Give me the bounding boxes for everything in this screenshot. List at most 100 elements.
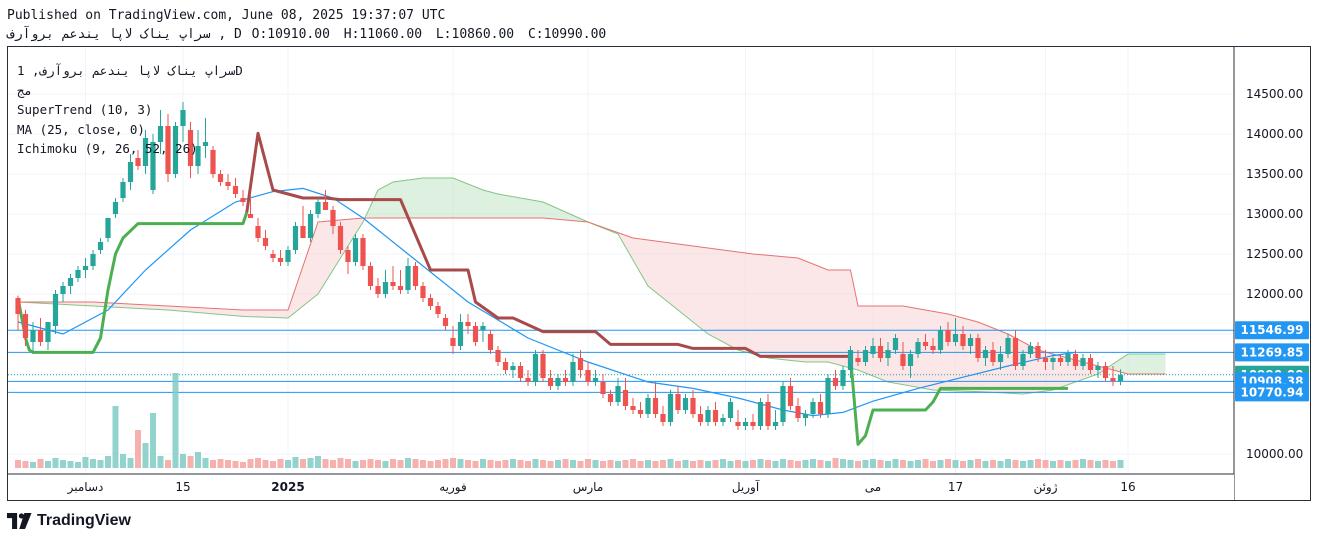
- price-tick-label: 10000.00: [1246, 447, 1303, 461]
- price-tick-label: 12000.00: [1246, 287, 1303, 301]
- volume-bar: [397, 460, 404, 468]
- candle-body: [97, 242, 104, 250]
- candle-body: [172, 126, 179, 174]
- volume-bar: [877, 460, 884, 468]
- time-tick-label: ژوئن: [1033, 480, 1057, 495]
- legend-title[interactable]: سراپ یناک لاپا یندعم بروآرف, 1D: [17, 63, 243, 78]
- candle-body: [1117, 374, 1124, 382]
- close-label: C:: [527, 27, 544, 42]
- time-tick-label: می: [865, 480, 881, 494]
- candle-body: [1080, 358, 1086, 366]
- candle-body: [840, 370, 846, 386]
- volume-bar: [1057, 460, 1064, 468]
- volume-bar: [810, 459, 816, 468]
- candle-body: [907, 354, 914, 366]
- volume-bar: [307, 458, 314, 468]
- price-tick-label: 13500.00: [1246, 167, 1303, 181]
- candle-body: [15, 298, 21, 314]
- candle-body: [37, 330, 44, 342]
- volume-bar: [412, 459, 419, 468]
- volume-bar: [337, 458, 344, 468]
- candle-body: [300, 226, 306, 238]
- volume-bar: [1020, 461, 1026, 468]
- legend-supertrend[interactable]: SuperTrend (10, 3): [17, 102, 153, 117]
- candle-body: [975, 338, 981, 358]
- candle-body: [817, 402, 824, 414]
- candle-body: [427, 298, 434, 306]
- volume-bar: [750, 460, 756, 468]
- time-tick-label: 17: [948, 480, 963, 494]
- price-tick-label: 13000.00: [1246, 207, 1303, 221]
- candle-body: [772, 422, 779, 426]
- volume-bar: [52, 458, 59, 468]
- candle-body: [60, 286, 66, 294]
- cloud-span-b-line: [18, 217, 1166, 375]
- candle-body: [682, 398, 689, 410]
- candle-body: [765, 402, 771, 426]
- volume-bar: [262, 460, 269, 468]
- candle-body: [930, 346, 936, 350]
- candle-body: [802, 414, 809, 418]
- volume-bar: [900, 460, 906, 468]
- candle-body: [390, 282, 396, 286]
- tradingview-brand[interactable]: TradingView: [7, 510, 131, 532]
- candle-body: [75, 270, 81, 278]
- price-tick-label: 12500.00: [1246, 247, 1303, 261]
- volume-bar: [1065, 461, 1071, 468]
- price-level-tag-label: 11546.99: [1240, 323, 1303, 337]
- candle-body: [967, 338, 974, 346]
- volume-bar: [165, 460, 171, 468]
- volume-bar: [907, 461, 914, 468]
- candle-body: [247, 214, 254, 218]
- volume-bar: [510, 459, 516, 468]
- volume-bar: [682, 460, 689, 468]
- time-tick-label: 15: [175, 480, 190, 494]
- volume-bar: [615, 461, 621, 468]
- price-chart[interactable]: 10000.0011000.0011500.0012000.0012500.00…: [8, 47, 1310, 500]
- volume-bar: [90, 459, 96, 468]
- candle-body: [262, 238, 269, 246]
- volume-bar: [120, 454, 126, 468]
- candle-body: [202, 142, 209, 146]
- legend-ma[interactable]: MA (25, close, 0): [17, 121, 145, 137]
- candle-body: [555, 378, 561, 386]
- volume-bar: [690, 461, 696, 468]
- volume-bar: [772, 461, 779, 468]
- volume-bar: [705, 461, 711, 468]
- candle-body: [1087, 358, 1094, 370]
- legend-ichimoku[interactable]: Ichimoku (9, 26, 52, 26): [17, 141, 198, 156]
- volume-bars: [15, 373, 1124, 468]
- candle-body: [180, 110, 186, 126]
- volume-bar: [322, 459, 329, 468]
- chart-frame[interactable]: 10000.0011000.0011500.0012000.0012500.00…: [7, 46, 1311, 501]
- volume-bar: [795, 461, 801, 468]
- volume-bar: [1087, 460, 1094, 468]
- candle-body: [1042, 358, 1049, 362]
- candle-body: [510, 366, 516, 370]
- volume-bar: [720, 459, 726, 468]
- cloud-bearish-area: [21, 218, 364, 318]
- low-value: 10860.00: [451, 27, 515, 42]
- candle-body: [877, 346, 884, 358]
- volume-bar: [630, 459, 636, 468]
- candle-body: [277, 258, 284, 262]
- candle-body: [675, 394, 681, 410]
- candle-body: [352, 238, 359, 262]
- candle-body: [337, 226, 344, 250]
- candle-body: [885, 350, 891, 358]
- volume-bar: [997, 461, 1004, 468]
- interval-label: D: [233, 27, 242, 42]
- volume-bar: [37, 459, 44, 468]
- candle-body: [562, 378, 569, 382]
- volume-bar: [735, 460, 741, 468]
- candle-body: [855, 358, 861, 362]
- volume-bar: [30, 462, 36, 468]
- volume-bar: [982, 461, 989, 468]
- symbol-name[interactable]: سراپ یناک لاپا یندعم بروآرف ,: [7, 27, 227, 42]
- volume-bar: [187, 456, 194, 468]
- candle-body: [720, 418, 726, 422]
- volume-bar: [787, 460, 794, 468]
- candle-body: [787, 386, 794, 406]
- close-value: 10990.00: [543, 27, 607, 42]
- volume-bar: [1050, 461, 1056, 468]
